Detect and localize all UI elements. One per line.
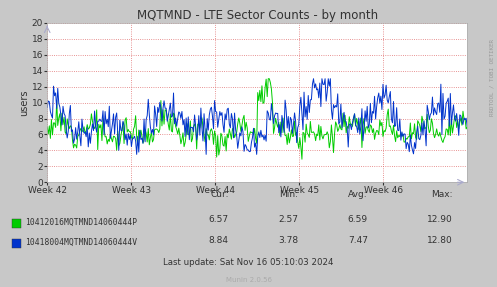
Y-axis label: users: users xyxy=(19,89,29,116)
Text: 12.90: 12.90 xyxy=(426,216,452,224)
Text: RRDTOOL / TOBI OETIKER: RRDTOOL / TOBI OETIKER xyxy=(490,39,495,116)
Text: 10412016MQTMND14060444P: 10412016MQTMND14060444P xyxy=(25,218,137,227)
Text: 12.80: 12.80 xyxy=(426,236,452,245)
Text: 8.84: 8.84 xyxy=(209,236,229,245)
Text: 6.59: 6.59 xyxy=(348,216,368,224)
Text: Munin 2.0.56: Munin 2.0.56 xyxy=(226,277,271,283)
Text: Last update: Sat Nov 16 05:10:03 2024: Last update: Sat Nov 16 05:10:03 2024 xyxy=(163,259,334,267)
Text: Min:: Min: xyxy=(279,190,298,199)
Text: 6.57: 6.57 xyxy=(209,216,229,224)
Title: MQTMND - LTE Sector Counts - by month: MQTMND - LTE Sector Counts - by month xyxy=(137,9,378,22)
Text: 3.78: 3.78 xyxy=(278,236,298,245)
Text: Max:: Max: xyxy=(431,190,452,199)
Text: 10418004MQTMND14060444V: 10418004MQTMND14060444V xyxy=(25,238,137,247)
Text: Avg:: Avg: xyxy=(348,190,368,199)
Text: Cur:: Cur: xyxy=(210,190,229,199)
Text: 2.57: 2.57 xyxy=(278,216,298,224)
Text: 7.47: 7.47 xyxy=(348,236,368,245)
